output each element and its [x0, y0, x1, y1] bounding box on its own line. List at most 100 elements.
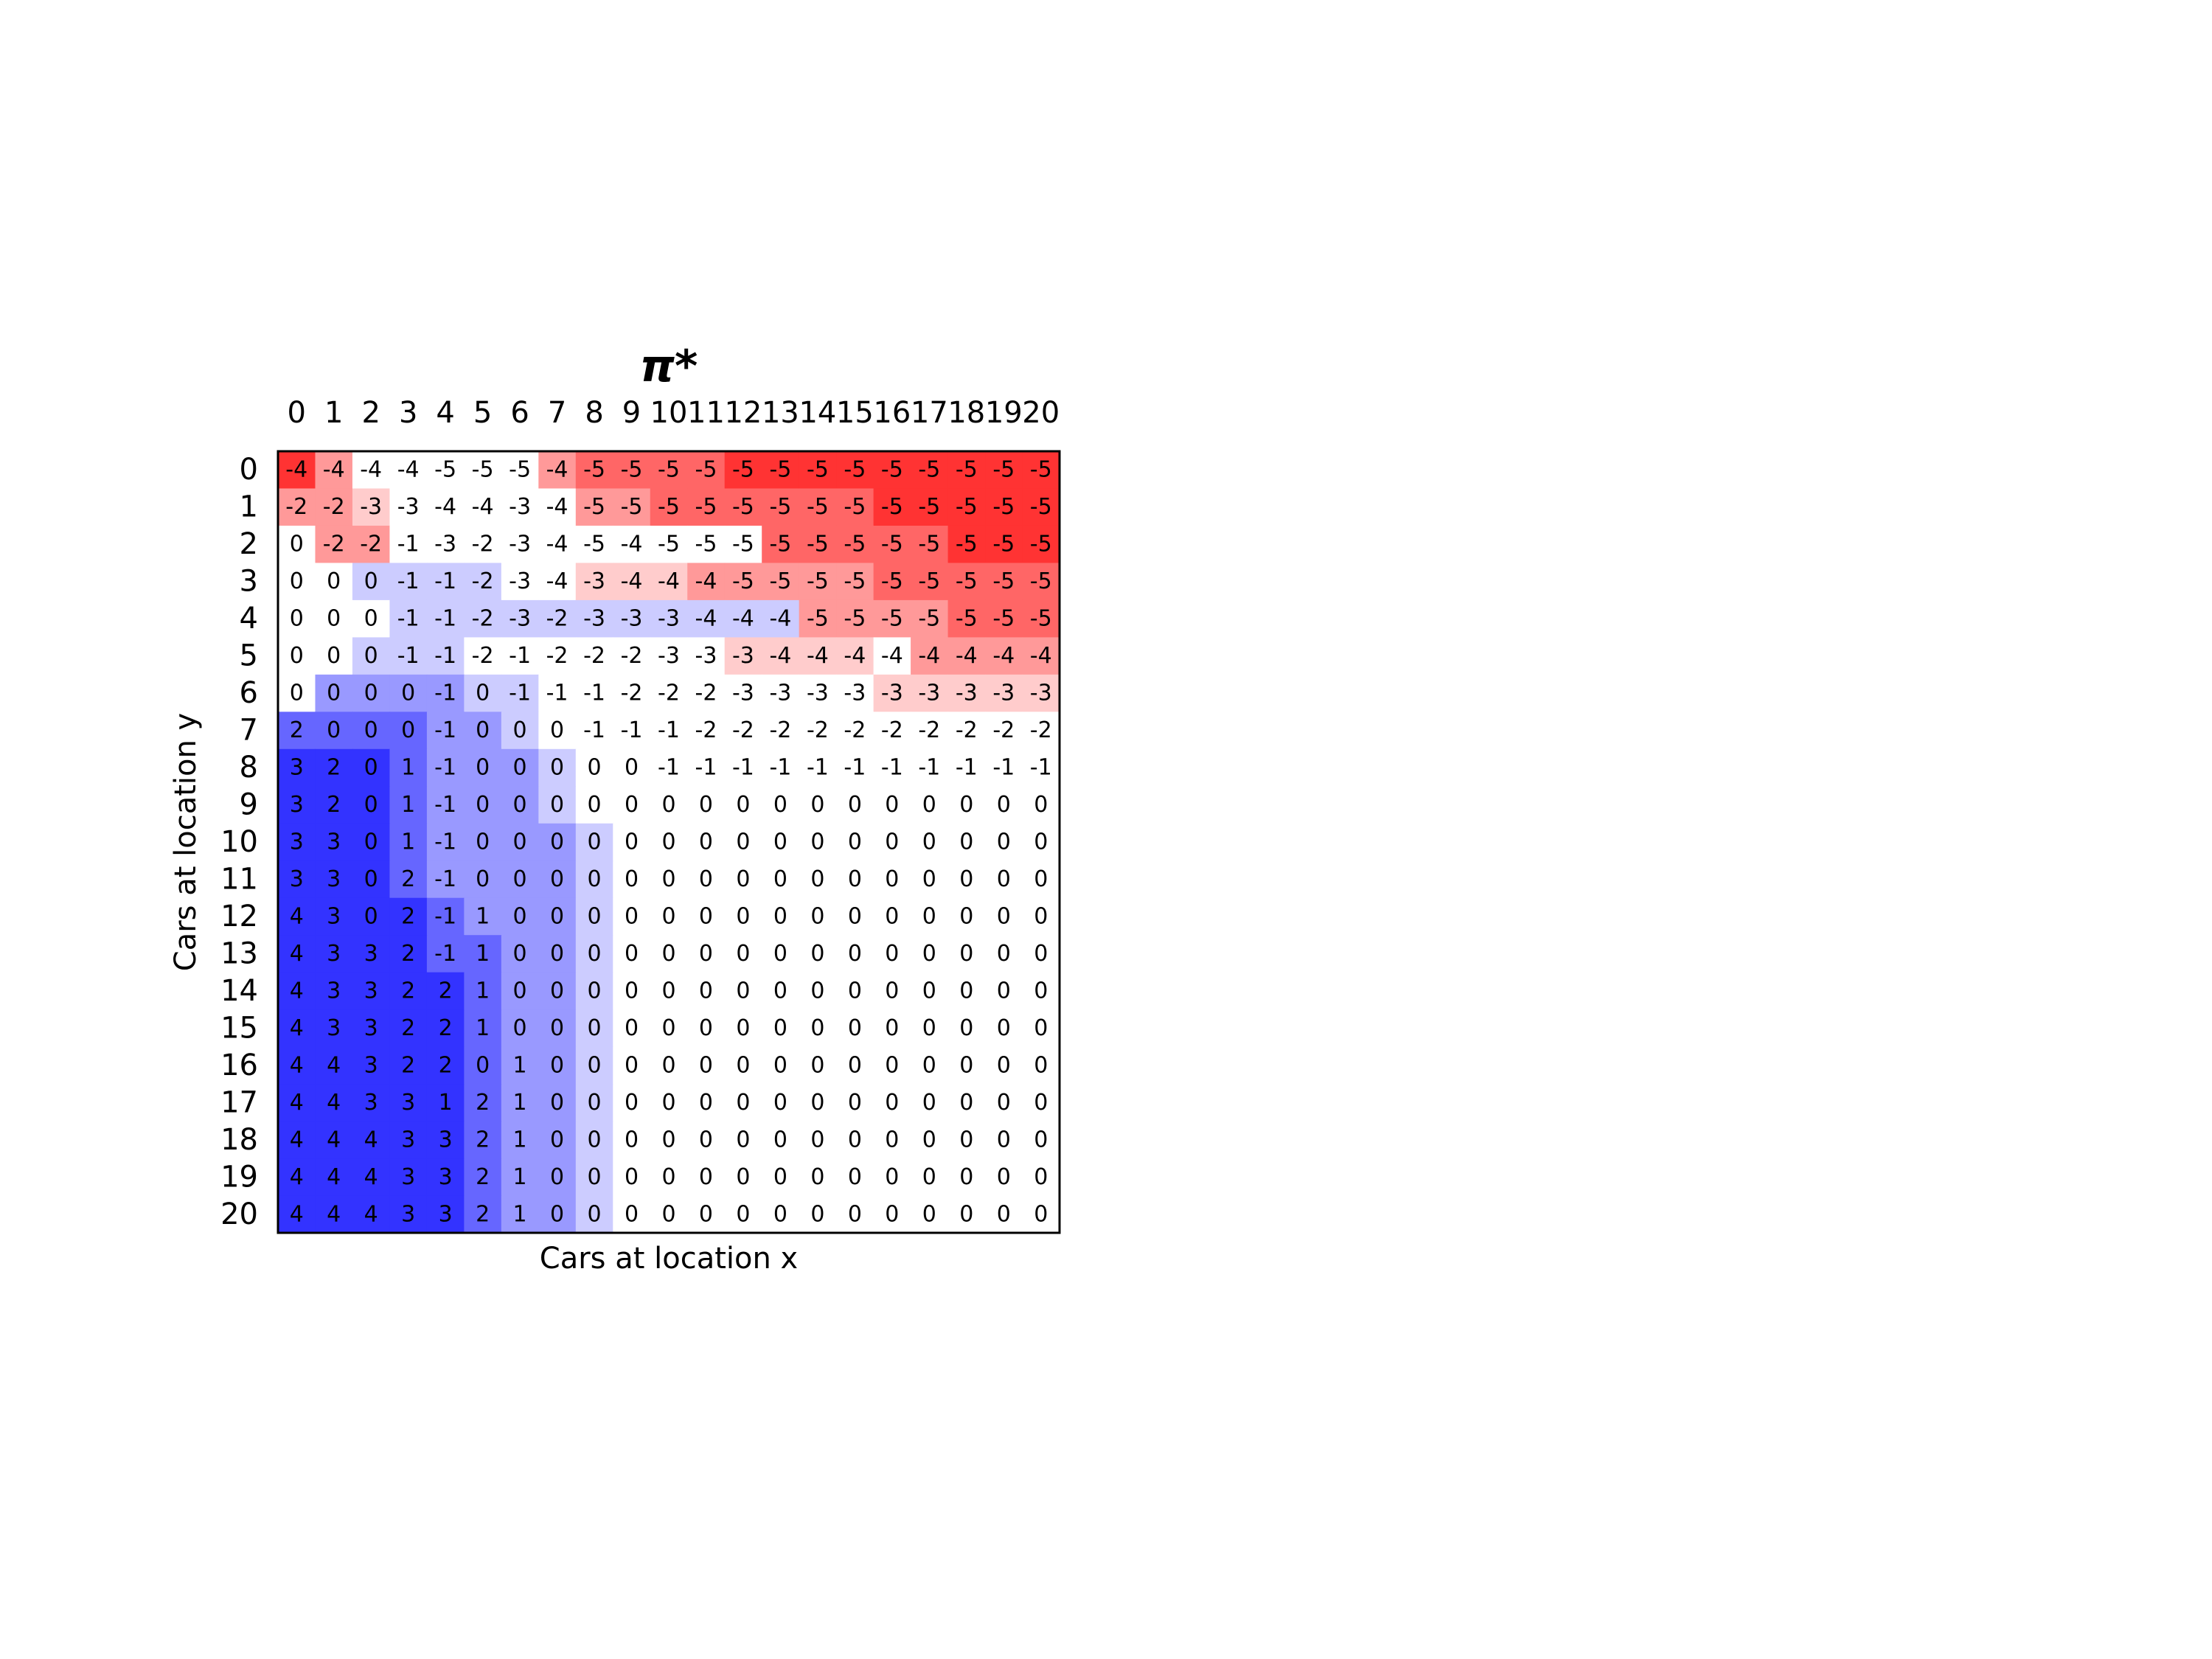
- x-tick-label: 17: [911, 396, 948, 430]
- heatmap-cell: [613, 897, 651, 936]
- heatmap-cell: [575, 525, 613, 564]
- heatmap-cell: [836, 1158, 874, 1197]
- heatmap-cell: [947, 860, 986, 899]
- heatmap-cell: [501, 488, 539, 526]
- heatmap-cell: [575, 1121, 613, 1159]
- cell-value-label: -5: [807, 532, 829, 557]
- x-tick-label: 13: [762, 396, 799, 430]
- cell-value-label: 0: [1034, 1127, 1048, 1152]
- cell-value-label: 0: [736, 978, 750, 1004]
- heatmap-cell: [315, 1158, 353, 1197]
- cell-value-label: -1: [844, 755, 866, 781]
- heatmap-cell: [724, 674, 762, 712]
- cell-value-label: -2: [695, 681, 717, 706]
- heatmap-cell: [464, 451, 502, 490]
- cell-value-label: 1: [476, 941, 490, 967]
- heatmap-cell: [501, 972, 539, 1010]
- cell-value-label: 0: [550, 1015, 564, 1041]
- cell-value-label: 1: [476, 1015, 490, 1041]
- y-tick-label: 1: [240, 490, 258, 524]
- cell-value-label: 3: [327, 978, 341, 1004]
- cell-value-label: -1: [881, 755, 903, 781]
- cell-value-label: 0: [885, 941, 899, 967]
- cell-value-label: 1: [401, 792, 415, 818]
- heatmap-cell: [724, 637, 762, 675]
- heatmap-cell: [985, 1158, 1023, 1197]
- heatmap-cell: [911, 860, 949, 899]
- heatmap-cell: [575, 1084, 613, 1122]
- y-tick-label: 18: [220, 1123, 258, 1157]
- heatmap-cell: [985, 451, 1023, 490]
- cell-value-label: 0: [736, 792, 750, 818]
- cell-value-label: 0: [588, 792, 602, 818]
- cell-value-label: 0: [550, 903, 564, 929]
- cell-value-label: -5: [769, 494, 791, 520]
- heatmap-cell: [575, 1158, 613, 1197]
- heatmap-cell: [1022, 1009, 1060, 1048]
- heatmap-cell: [389, 1046, 428, 1085]
- cell-value-label: 0: [885, 866, 899, 892]
- cell-value-label: -1: [621, 717, 643, 743]
- heatmap-cell: [650, 563, 688, 601]
- heatmap-cell: [278, 712, 316, 750]
- cell-value-label: 4: [290, 1052, 304, 1078]
- cell-value-label: -5: [658, 457, 680, 483]
- heatmap-cell: [389, 1084, 428, 1122]
- heatmap-cell: [501, 1084, 539, 1122]
- heatmap-cell: [687, 748, 726, 787]
- heatmap-cell: [911, 1195, 949, 1234]
- heatmap-cell: [1022, 897, 1060, 936]
- cell-value-label: 0: [699, 903, 713, 929]
- heatmap-cell: [985, 860, 1023, 899]
- x-tick-label: 4: [436, 396, 454, 430]
- heatmap-cell: [1022, 748, 1060, 787]
- cell-value-label: 0: [550, 717, 564, 743]
- cell-value-label: 0: [922, 792, 936, 818]
- cell-value-label: 0: [364, 866, 378, 892]
- cell-value-label: 0: [810, 1127, 824, 1152]
- heatmap-cell: [315, 935, 353, 973]
- cell-value-label: 3: [364, 1090, 378, 1116]
- cell-value-label: 0: [1034, 1015, 1048, 1041]
- cell-value-label: -4: [397, 457, 420, 483]
- cell-value-label: -1: [583, 681, 605, 706]
- cell-value-label: 0: [922, 903, 936, 929]
- heatmap-cell: [575, 823, 613, 861]
- cell-value-label: 0: [848, 1201, 862, 1227]
- heatmap-cell: [762, 748, 800, 787]
- cell-value-label: 0: [699, 978, 713, 1004]
- heatmap-cell: [501, 637, 539, 675]
- heatmap-cell: [389, 1009, 428, 1048]
- heatmap-cell: [352, 674, 391, 712]
- heatmap-cell: [315, 1195, 353, 1234]
- cell-value-label: -2: [807, 717, 829, 743]
- heatmap-cell: [426, 1121, 465, 1159]
- heatmap-cell: [501, 823, 539, 861]
- cell-value-label: 0: [364, 643, 378, 669]
- heatmap-cell: [873, 674, 911, 712]
- cell-value-label: 2: [439, 1052, 453, 1078]
- cell-value-label: 0: [588, 1127, 602, 1152]
- cell-value-label: 0: [550, 1127, 564, 1152]
- heatmap-cell: [389, 674, 428, 712]
- heatmap-cell: [538, 897, 577, 936]
- cell-value-label: -5: [844, 606, 866, 632]
- cell-value-label: 0: [661, 830, 675, 855]
- cell-value-label: 4: [364, 1127, 378, 1152]
- heatmap-cell: [315, 488, 353, 526]
- cell-value-label: -5: [658, 494, 680, 520]
- heatmap-cell: [352, 488, 391, 526]
- cell-value-label: 0: [885, 830, 899, 855]
- heatmap-cell: [1022, 451, 1060, 490]
- heatmap-cell: [762, 712, 800, 750]
- cell-value-label: 0: [736, 1164, 750, 1190]
- cell-value-label: 0: [773, 1164, 787, 1190]
- heatmap-cell: [501, 935, 539, 973]
- cell-value-label: 0: [1034, 792, 1048, 818]
- cell-value-label: -2: [695, 717, 717, 743]
- heatmap-cell: [501, 1046, 539, 1085]
- heatmap-cell: [873, 1121, 911, 1159]
- cell-value-label: -3: [658, 606, 680, 632]
- heatmap-cell: [464, 1158, 502, 1197]
- heatmap-cell: [762, 599, 800, 638]
